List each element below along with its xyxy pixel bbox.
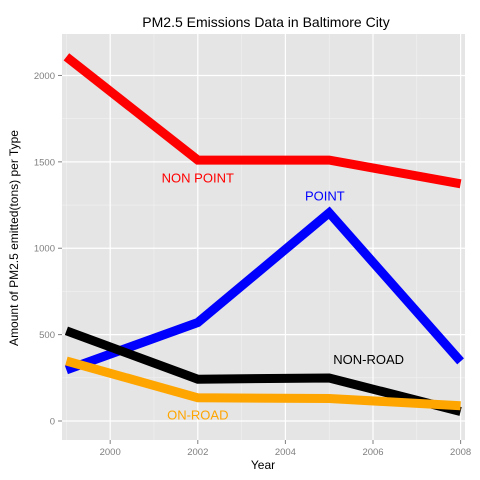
chart-title: PM2.5 Emissions Data in Baltimore City	[142, 14, 389, 30]
series-line-on-road	[65, 356, 461, 411]
series-lines	[63, 53, 464, 416]
series-label-non-point: NON POINT	[162, 171, 234, 186]
series-label-point: POINT	[305, 189, 345, 204]
x-axis: 2000 2002 2004 2006 2008	[100, 440, 471, 458]
y-tick-label: 1000	[34, 244, 55, 255]
series-label-on-road: ON-ROAD	[167, 407, 228, 422]
y-tick-label: 1500	[34, 157, 55, 168]
x-tick-label: 2002	[187, 447, 208, 458]
x-tick-label: 2004	[275, 447, 296, 458]
series-line-non-point	[63, 53, 462, 189]
x-tick-label: 2006	[362, 447, 383, 458]
x-tick-label: 2008	[450, 447, 471, 458]
series-label-non-road: NON-ROAD	[333, 352, 404, 367]
y-tick-label: 2000	[34, 71, 55, 82]
x-axis-title: Year	[251, 458, 275, 472]
y-axis-title: Amount of PM2.5 emitted(tons) per Type	[7, 130, 21, 346]
x-tick-label: 2000	[100, 447, 121, 458]
series-line-point	[64, 206, 464, 375]
series-line-non-road	[64, 326, 462, 416]
y-axis: 0 500 1000 1500 2000	[34, 71, 62, 427]
y-tick-label: 0	[50, 416, 55, 427]
y-tick-label: 500	[39, 330, 55, 341]
series-labels: NON POINT POINT NON-ROAD ON-ROAD	[162, 171, 404, 423]
